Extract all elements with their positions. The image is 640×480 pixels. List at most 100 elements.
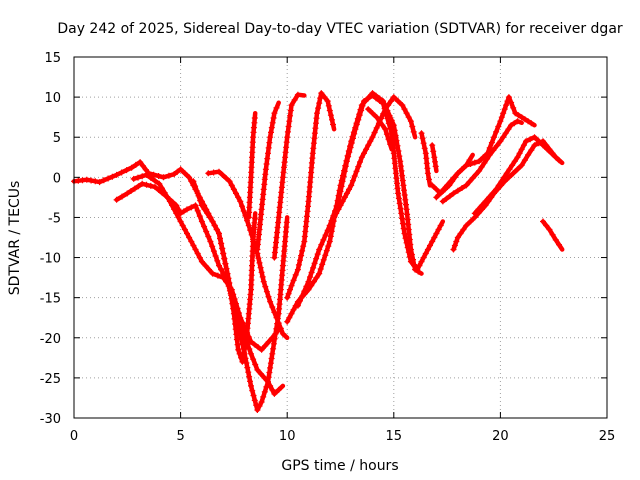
data-point-marker bbox=[405, 249, 412, 256]
data-point-marker bbox=[404, 211, 411, 218]
data-point-marker bbox=[314, 110, 320, 117]
data-point-marker bbox=[333, 203, 340, 210]
data-point-marker bbox=[300, 243, 307, 250]
data-point-marker bbox=[341, 168, 348, 175]
data-point-marker bbox=[303, 283, 310, 290]
data-point-marker bbox=[418, 258, 425, 265]
data-point-marker bbox=[227, 284, 234, 291]
data-point-marker bbox=[443, 195, 450, 202]
markers-track-13 bbox=[365, 106, 394, 148]
data-point-marker bbox=[256, 403, 263, 409]
data-point-marker bbox=[218, 266, 225, 273]
data-point-marker bbox=[286, 314, 293, 321]
data-point-marker bbox=[390, 94, 397, 101]
data-point-marker bbox=[444, 182, 451, 189]
data-point-marker bbox=[422, 250, 429, 257]
data-point-marker bbox=[294, 302, 301, 309]
data-point-marker bbox=[268, 129, 274, 136]
data-point-marker bbox=[254, 366, 261, 373]
data-point-marker bbox=[322, 252, 329, 259]
data-point-marker bbox=[294, 266, 301, 273]
axes: 0 5 10 15 20 25 15 10 5 0 -5 -10 -15 -20 -25 -30 bbox=[40, 51, 616, 444]
data-point-marker bbox=[271, 309, 278, 316]
data-point-marker bbox=[382, 126, 389, 133]
data-point-marker bbox=[135, 183, 142, 190]
data-point-marker bbox=[353, 168, 360, 175]
data-point-marker bbox=[267, 360, 274, 367]
data-point-marker bbox=[83, 176, 90, 183]
data-point-marker bbox=[205, 170, 212, 177]
data-point-marker bbox=[432, 158, 438, 165]
data-point-marker bbox=[308, 269, 315, 276]
data-point-marker bbox=[275, 320, 282, 327]
data-point-marker bbox=[96, 179, 103, 186]
data-point-marker bbox=[214, 272, 221, 279]
data-point-marker bbox=[237, 321, 244, 328]
data-point-marker bbox=[193, 188, 200, 194]
data-point-marker bbox=[229, 293, 236, 300]
data-point-marker bbox=[440, 186, 447, 193]
markers-track-12 bbox=[326, 92, 444, 273]
data-point-marker bbox=[203, 228, 210, 235]
data-point-marker bbox=[419, 135, 426, 142]
data-point-marker bbox=[123, 167, 130, 174]
data-point-marker bbox=[500, 134, 507, 141]
data-point-marker bbox=[155, 173, 162, 179]
data-point-marker bbox=[224, 270, 231, 277]
data-point-marker bbox=[226, 178, 233, 185]
data-point-marker bbox=[263, 288, 270, 295]
data-point-marker bbox=[310, 278, 317, 285]
data-point-marker bbox=[454, 234, 461, 241]
data-point-marker bbox=[549, 231, 556, 238]
data-point-marker bbox=[113, 171, 120, 178]
data-point-marker bbox=[433, 186, 440, 193]
data-point-marker bbox=[509, 162, 516, 169]
plot-frame bbox=[73, 56, 608, 419]
data-point-marker bbox=[290, 277, 297, 284]
data-point-marker bbox=[240, 345, 247, 352]
y-tick-label: 0 bbox=[53, 171, 61, 186]
data-point-marker bbox=[233, 336, 240, 343]
data-point-marker bbox=[383, 110, 389, 117]
data-point-marker bbox=[437, 222, 444, 229]
data-point-marker bbox=[248, 350, 254, 357]
data-point-marker bbox=[322, 232, 329, 239]
data-point-marker bbox=[318, 241, 325, 248]
data-point-marker bbox=[480, 154, 487, 161]
data-point-marker bbox=[225, 275, 232, 282]
data-point-marker bbox=[230, 302, 237, 309]
data-point-marker bbox=[544, 146, 551, 153]
data-point-marker bbox=[294, 91, 301, 98]
data-point-marker bbox=[214, 257, 221, 264]
data-point-marker bbox=[460, 226, 467, 233]
data-point-marker bbox=[188, 238, 195, 245]
data-point-marker bbox=[286, 118, 293, 125]
data-point-marker bbox=[347, 144, 354, 151]
data-point-marker bbox=[327, 233, 334, 240]
data-point-marker bbox=[128, 164, 135, 171]
data-point-marker bbox=[251, 397, 258, 404]
data-point-marker bbox=[226, 279, 233, 286]
data-point-marker bbox=[232, 307, 239, 314]
data-point-marker bbox=[204, 210, 211, 217]
data-point-marker bbox=[198, 258, 205, 265]
data-point-marker bbox=[475, 206, 482, 213]
data-point-marker bbox=[194, 250, 201, 257]
data-point-marker bbox=[349, 177, 356, 184]
data-point-marker bbox=[230, 186, 237, 193]
data-series bbox=[71, 90, 565, 413]
data-point-marker bbox=[223, 175, 230, 182]
data-point-marker bbox=[476, 167, 483, 174]
data-point-marker bbox=[498, 178, 505, 185]
data-point-marker bbox=[520, 142, 527, 149]
data-point-marker bbox=[248, 382, 254, 389]
data-point-marker bbox=[531, 142, 538, 149]
data-point-marker bbox=[317, 266, 324, 272]
data-point-marker bbox=[257, 264, 264, 271]
data-point-marker bbox=[439, 198, 446, 205]
markers-track-17 bbox=[433, 157, 473, 201]
data-point-marker bbox=[220, 250, 227, 257]
data-point-marker bbox=[469, 175, 476, 182]
data-point-marker bbox=[326, 107, 333, 114]
data-point-marker bbox=[447, 178, 454, 185]
